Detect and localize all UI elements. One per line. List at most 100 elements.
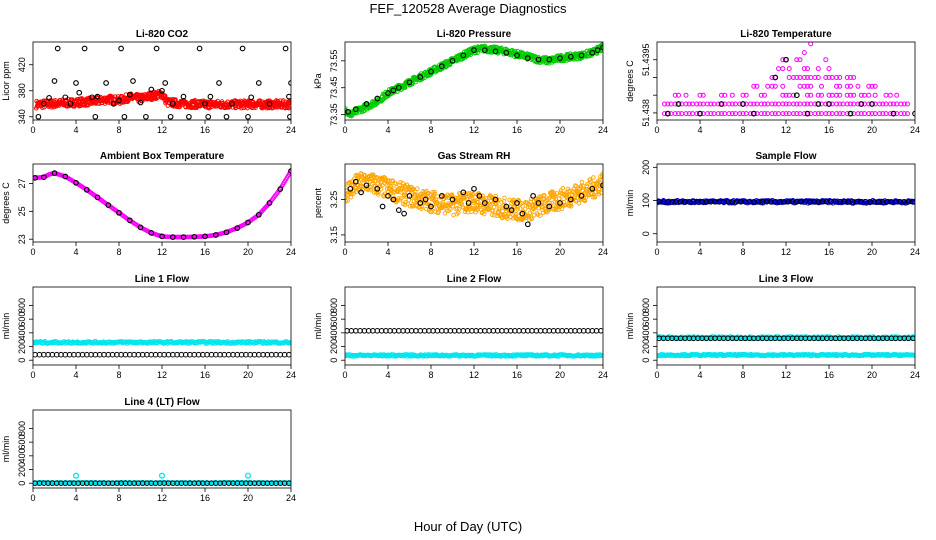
marker-magenta [866,111,872,117]
marker-black [422,196,429,203]
marker-magenta [794,101,800,107]
y-tick-label: 0 [17,481,27,486]
marker-magenta [819,83,824,89]
marker-orange [596,191,602,197]
marker-magenta [729,101,735,107]
marker-red [76,103,81,108]
marker-black [471,185,477,192]
marker-black [266,200,273,206]
marker-magenta [866,83,872,89]
marker-orange [600,173,603,179]
data-layer [33,472,291,487]
x-tick-label: 16 [512,125,522,135]
marker-orange [500,208,505,214]
x-tick-label: 12 [781,247,791,257]
marker-cyan [158,472,166,479]
marker-orange [598,190,603,196]
marker-cyan [244,472,252,479]
marker-orange [569,204,574,209]
marker-black [567,53,574,60]
marker-magenta [729,111,735,117]
marker-magenta [683,111,689,117]
marker-magenta [769,75,775,80]
marker-orange [576,201,582,206]
marker-magenta [797,83,803,89]
marker-black [374,95,381,102]
marker-black [417,200,424,206]
marker-black [223,113,230,120]
marker-magenta [676,92,681,98]
marker-orange [502,195,507,201]
marker-orange [415,186,420,191]
marker-magenta [791,101,796,107]
marker-orange [591,175,596,180]
marker-magenta [837,75,843,80]
y-axis-label: kPa [313,73,323,89]
marker-black [103,80,109,86]
marker-black [40,174,47,181]
x-tick-label: 20 [243,370,253,380]
marker-orange [520,204,526,209]
marker-black [159,233,165,240]
y-axis-label: degrees C [625,60,635,102]
marker-magenta [769,111,775,117]
marker-red [189,98,195,104]
marker-magenta [801,101,807,107]
y-tick-label: 3.25 [329,191,339,209]
x-tick-label: 12 [157,370,167,380]
marker-orange [522,206,528,212]
panel-title: Gas Stream RH [438,151,511,162]
marker-black [546,56,553,63]
marker-black [73,179,79,186]
marker-green [381,96,387,102]
panel-title: Li-820 Temperature [740,29,832,40]
marker-magenta [808,92,814,98]
panel-title: Sample Flow [755,151,816,162]
y-axis-label: degrees C [1,182,11,224]
marker-black [664,110,671,117]
marker-orange [459,200,464,205]
plot-frame [32,409,292,489]
marker-black [33,175,38,181]
marker-magenta [772,111,778,117]
marker-black [815,101,822,107]
marker-magenta [834,92,839,98]
marker-magenta [740,111,746,117]
marker-magenta [869,83,875,89]
marker-black [169,100,176,107]
x-tick-label: 0 [342,125,347,135]
x-tick-label: 12 [781,125,791,135]
marker-black [438,63,445,70]
marker-black [167,113,174,120]
x-tick-label: 8 [428,247,433,257]
x-tick-label: 20 [867,370,877,380]
y-tick-label: 800 [641,298,651,313]
marker-red [110,94,115,99]
marker-magenta [898,111,904,117]
marker-orange [376,189,381,195]
marker-cyan [529,352,535,358]
marker-black [546,203,553,210]
marker-black [600,44,603,51]
marker-magenta [719,92,724,98]
x-tick-label: 16 [200,493,210,503]
marker-cyan [288,480,291,486]
marker-orange [534,211,540,216]
marker-orange [579,179,585,185]
x-tick-label: 8 [116,125,121,135]
marker-cyan [657,353,660,358]
marker-orange [419,206,424,211]
marker-black [557,55,563,61]
x-tick-label: 8 [116,247,121,257]
marker-orange [599,185,603,190]
marker-magenta [794,111,800,117]
marker-black [248,94,255,101]
marker-black [286,480,291,486]
y-tick-label: 23 [17,234,27,244]
marker-black [567,196,574,203]
y-tick-label: 73.55 [329,50,339,73]
panel-title: Li-820 CO2 [136,29,189,40]
